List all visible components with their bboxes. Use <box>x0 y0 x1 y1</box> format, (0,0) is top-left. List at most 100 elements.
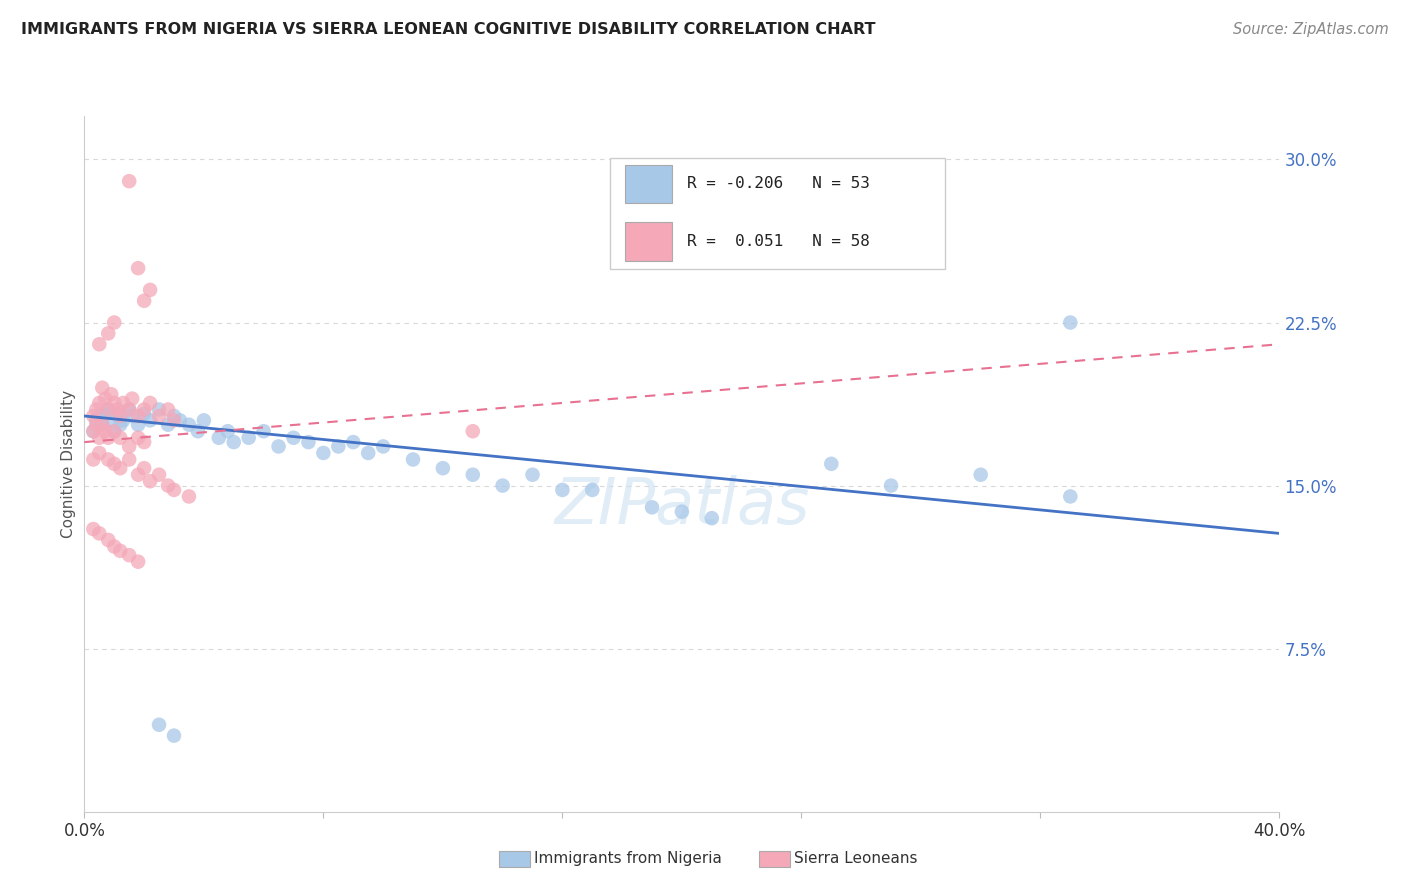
Text: R =  0.051   N = 58: R = 0.051 N = 58 <box>686 234 869 249</box>
Point <box>283 431 305 445</box>
Point <box>238 431 260 445</box>
Point <box>148 402 170 417</box>
Text: Immigrants from Nigeria: Immigrants from Nigeria <box>534 852 723 866</box>
Point <box>371 440 394 454</box>
Point <box>97 402 120 417</box>
Point <box>82 452 104 467</box>
Point <box>118 174 141 188</box>
Point <box>82 424 104 438</box>
Point <box>82 424 104 438</box>
Point <box>222 435 245 450</box>
Point <box>89 337 111 351</box>
Point <box>103 424 125 438</box>
Point <box>103 457 125 471</box>
Point <box>522 467 544 482</box>
Point <box>187 424 209 438</box>
Point <box>89 396 111 410</box>
Point <box>177 490 200 504</box>
Point <box>118 452 141 467</box>
Point <box>97 402 120 417</box>
Point <box>91 417 114 432</box>
Point <box>127 261 149 276</box>
Point <box>163 483 186 497</box>
Point <box>139 396 162 410</box>
Point <box>461 424 484 438</box>
Point <box>97 533 120 547</box>
Point <box>82 409 104 423</box>
Point <box>312 446 335 460</box>
Point <box>402 452 425 467</box>
Point <box>105 402 128 417</box>
Point <box>94 392 117 406</box>
Point <box>148 467 170 482</box>
Point <box>100 413 122 427</box>
Point <box>157 478 180 492</box>
Point <box>112 413 135 427</box>
FancyBboxPatch shape <box>624 222 672 260</box>
Point <box>97 431 120 445</box>
Point <box>700 511 723 525</box>
Point <box>127 409 149 423</box>
Point <box>169 413 191 427</box>
Point <box>157 417 180 432</box>
Point <box>641 500 664 515</box>
Point <box>139 413 162 427</box>
Point <box>820 457 842 471</box>
Point <box>89 409 111 423</box>
Point <box>118 402 141 417</box>
Point <box>163 413 186 427</box>
Point <box>91 381 114 395</box>
Point <box>110 417 132 432</box>
Point <box>461 467 484 482</box>
Text: R = -0.206   N = 53: R = -0.206 N = 53 <box>686 177 869 191</box>
Point <box>118 402 141 417</box>
Point <box>100 387 122 401</box>
Point <box>86 417 108 432</box>
Point <box>193 413 215 427</box>
Point <box>89 446 111 460</box>
Point <box>110 431 132 445</box>
Point <box>328 440 350 454</box>
Point <box>148 717 170 731</box>
Point <box>105 407 128 421</box>
Point <box>103 316 125 330</box>
Point <box>492 478 515 492</box>
Point <box>127 417 149 432</box>
Point <box>86 402 108 417</box>
Point <box>208 431 231 445</box>
Point <box>1059 316 1081 330</box>
Point <box>671 505 693 519</box>
Point <box>110 461 132 475</box>
FancyBboxPatch shape <box>624 165 672 203</box>
Point <box>82 522 104 536</box>
Point <box>139 475 162 489</box>
Point <box>1059 490 1081 504</box>
Text: IMMIGRANTS FROM NIGERIA VS SIERRA LEONEAN COGNITIVE DISABILITY CORRELATION CHART: IMMIGRANTS FROM NIGERIA VS SIERRA LEONEA… <box>21 22 876 37</box>
Point <box>86 413 108 427</box>
Point <box>127 431 149 445</box>
Point <box>132 435 156 450</box>
Point <box>581 483 603 497</box>
Text: Source: ZipAtlas.com: Source: ZipAtlas.com <box>1233 22 1389 37</box>
Point <box>132 461 156 475</box>
Point <box>132 402 156 417</box>
Point <box>297 435 319 450</box>
Point <box>970 467 993 482</box>
Point <box>91 417 114 432</box>
Point <box>132 407 156 421</box>
Point <box>551 483 574 497</box>
Point <box>94 407 117 421</box>
Point <box>103 540 125 554</box>
Point <box>127 555 149 569</box>
Point <box>880 478 903 492</box>
Y-axis label: Cognitive Disability: Cognitive Disability <box>60 390 76 538</box>
Point <box>157 402 180 417</box>
Point <box>118 548 141 562</box>
Point <box>132 293 156 308</box>
Point <box>267 440 290 454</box>
Point <box>139 283 162 297</box>
Point <box>118 440 141 454</box>
Point <box>127 467 149 482</box>
Point <box>110 409 132 423</box>
Point <box>148 409 170 423</box>
